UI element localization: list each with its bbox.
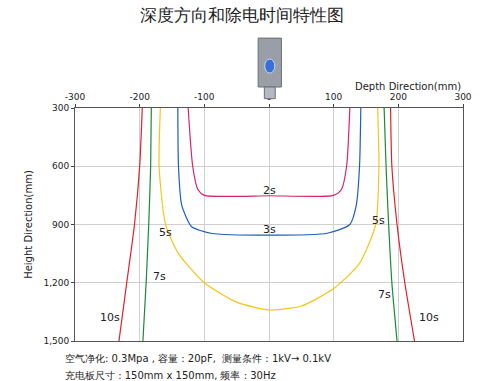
svg-text:Depth Direction(mm): Depth Direction(mm) [355,81,461,92]
svg-text:200: 200 [390,92,407,102]
svg-text:10s: 10s [419,311,439,324]
svg-text:Height Direction(mm): Height Direction(mm) [23,170,34,279]
svg-text:5s: 5s [372,214,385,227]
svg-text:深度方向和除电时间特性图: 深度方向和除电时间特性图 [140,5,344,25]
svg-text:1,200: 1,200 [43,278,69,288]
svg-text:600: 600 [52,161,69,171]
svg-text:100: 100 [325,92,342,102]
svg-text:7s: 7s [153,270,166,283]
svg-text:2s: 2s [263,184,276,197]
svg-text:300: 300 [52,103,69,113]
svg-text:7s: 7s [378,288,391,301]
svg-text:0: 0 [266,92,272,102]
svg-text:1,500: 1,500 [43,336,69,346]
svg-text:5s: 5s [159,226,172,239]
svg-text:-200: -200 [129,92,150,102]
svg-text:充电板尺寸 : 150mm x 150mm, 频率 : 30: 充电板尺寸 : 150mm x 150mm, 频率 : 30Hz [65,370,276,381]
svg-text:10s: 10s [100,311,120,324]
svg-text:900: 900 [52,220,69,230]
svg-text:-300: -300 [65,92,86,102]
svg-text:-100: -100 [194,92,215,102]
svg-text:3s: 3s [263,223,276,236]
svg-text:空气净化: 0.3Mpa , 容量 : 20pF, 测量条: 空气净化: 0.3Mpa , 容量 : 20pF, 测量条件 : 1kV→ 0.… [65,353,331,364]
svg-text:300: 300 [454,92,471,102]
